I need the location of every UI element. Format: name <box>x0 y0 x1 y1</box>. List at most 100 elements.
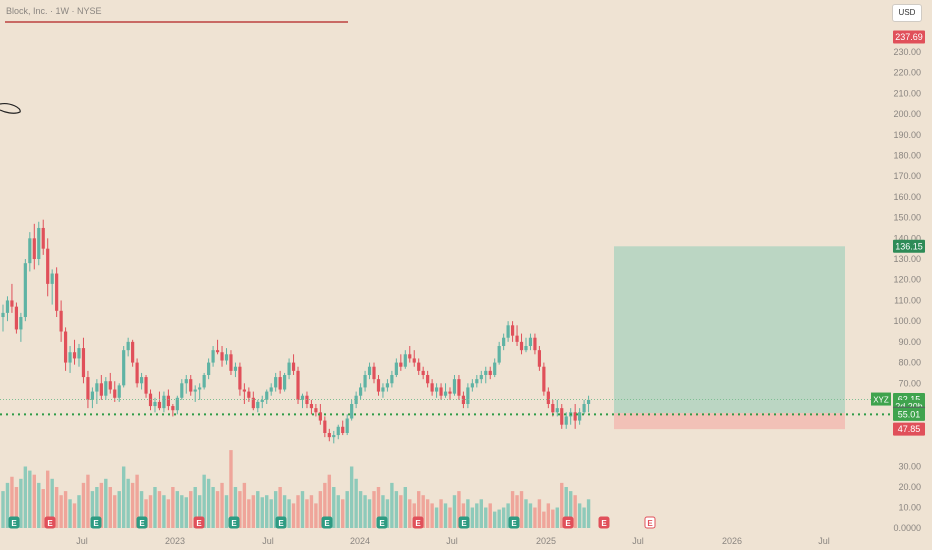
volume-bar <box>224 495 229 528</box>
volume-bar <box>327 474 332 528</box>
volume-bar <box>206 478 211 528</box>
candle-body <box>341 426 345 433</box>
volume-bar <box>363 495 367 528</box>
candle-body <box>408 354 412 359</box>
candle-body <box>488 370 492 376</box>
candle-body <box>126 341 130 351</box>
candle-body <box>457 379 461 396</box>
volume-bar <box>372 491 376 528</box>
candle-body <box>426 375 430 384</box>
candle-body <box>323 420 327 433</box>
volume-bar <box>260 497 264 528</box>
earnings-marker-label: E <box>93 519 99 528</box>
earnings-marker-icon <box>412 516 424 529</box>
candle-body <box>99 383 103 396</box>
candle-body <box>233 366 238 371</box>
volume-bar <box>269 499 273 528</box>
candle-body <box>117 385 121 398</box>
candle-body <box>399 362 403 367</box>
candle-body <box>32 238 36 260</box>
volume-bar <box>95 487 99 528</box>
earnings-marker-icon <box>562 516 574 529</box>
volume-bar <box>390 482 394 528</box>
earnings-marker-label: E <box>231 519 237 528</box>
candle-body <box>582 404 586 413</box>
volume-bar <box>381 495 385 528</box>
symbol-title: Block, Inc. · 1W · NYSE <box>6 6 102 16</box>
volume-bar <box>318 491 323 528</box>
candle-body <box>309 404 314 409</box>
candle-body <box>560 408 564 425</box>
volume-bar <box>515 495 519 528</box>
candle-body <box>224 354 229 361</box>
volume-bar <box>358 491 363 528</box>
volume-bar <box>184 497 188 528</box>
volume-bar <box>300 491 305 528</box>
candle-body <box>55 273 59 311</box>
volume-bar <box>309 495 314 528</box>
candle-body <box>184 379 188 384</box>
candle-body <box>336 426 340 436</box>
candle-body <box>484 370 488 376</box>
earnings-marker-icon <box>598 516 610 529</box>
volume-bar <box>323 482 327 528</box>
price-tick-label: 80.00 <box>898 358 921 368</box>
volume-bar <box>37 482 41 528</box>
candle-body <box>242 389 246 392</box>
volume-bar <box>113 495 117 528</box>
candle-body <box>23 263 27 318</box>
candle-body <box>524 346 528 351</box>
volume-bar <box>197 495 202 528</box>
volume-tick-label: 10.00 <box>898 503 921 513</box>
volume-bar <box>14 487 19 528</box>
candle-body <box>475 379 479 384</box>
candle-body <box>41 227 45 249</box>
price-label-text: 55.01 <box>898 409 921 419</box>
time-tick-label: Jul <box>632 536 644 546</box>
volume-bar <box>135 474 139 528</box>
candle-body <box>461 395 466 404</box>
earnings-marker-label: E <box>565 519 571 528</box>
candle-body <box>166 395 170 407</box>
candle-body <box>260 399 264 402</box>
candle-body <box>573 412 577 421</box>
candle-body <box>28 238 32 264</box>
candle-body <box>46 248 50 284</box>
volume-bar <box>291 503 296 528</box>
candle-body <box>144 377 148 394</box>
earnings-marker-label: E <box>11 519 17 528</box>
candle-body <box>139 377 144 384</box>
volume-bar <box>117 491 121 528</box>
price-axis: 70.00 80.00 90.00 100.00 110.00 120.00 130.00 1… <box>893 47 921 533</box>
candle-body <box>265 391 269 400</box>
volume-bar <box>555 507 559 528</box>
candle-body <box>72 352 77 359</box>
volume-bar <box>273 491 278 528</box>
volume-bar <box>305 499 309 528</box>
candle-body <box>537 350 541 367</box>
candle-body <box>104 381 108 396</box>
price-tick-label: 220.00 <box>893 68 921 78</box>
currency-button[interactable]: USD <box>892 4 922 22</box>
earnings-marker-icon <box>275 516 287 529</box>
volume-bar <box>336 495 340 528</box>
candle-body <box>381 387 385 392</box>
volume-bar <box>32 474 36 528</box>
candle-body <box>296 370 300 400</box>
volume-bar <box>166 499 171 528</box>
volume-bar <box>233 487 238 528</box>
candle-body <box>135 362 139 384</box>
earnings-marker-label: E <box>647 519 653 528</box>
time-axis: Jul 2023 Jul 2024 Jul 2025 Jul 2026 Jul <box>76 536 830 546</box>
volume-bar <box>385 499 390 528</box>
volume-bar <box>394 491 399 528</box>
volume-bar <box>77 495 81 528</box>
candle-body <box>372 366 376 380</box>
earnings-marker-icon <box>458 516 470 529</box>
lines-layer <box>0 21 891 416</box>
time-tick-label: 2024 <box>350 536 370 546</box>
earnings-marker-icon <box>321 516 333 529</box>
position-zones <box>614 246 845 430</box>
